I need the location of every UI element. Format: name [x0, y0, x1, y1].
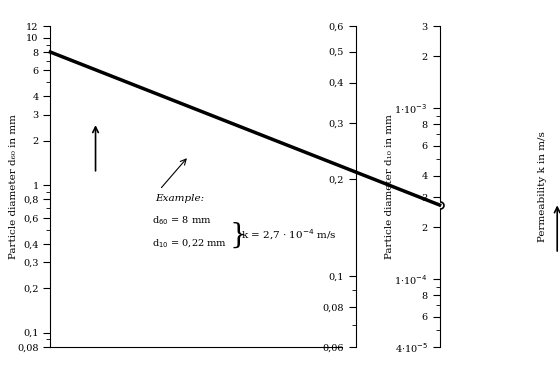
- Text: Particle diameter d₁₀ in mm: Particle diameter d₁₀ in mm: [385, 114, 394, 259]
- Text: d$_{60}$ = 8 mm: d$_{60}$ = 8 mm: [152, 214, 212, 227]
- Text: Permeability k in m/s: Permeability k in m/s: [538, 131, 547, 242]
- Text: k = 2,7 · 10$^{-4}$ m/s: k = 2,7 · 10$^{-4}$ m/s: [241, 228, 337, 242]
- Text: Example:: Example:: [155, 194, 204, 203]
- Text: Particle diameter d₆₀ in mm: Particle diameter d₆₀ in mm: [10, 114, 18, 259]
- Text: d$_{10}$ = 0,22 mm: d$_{10}$ = 0,22 mm: [152, 237, 227, 250]
- Text: }: }: [230, 222, 247, 249]
